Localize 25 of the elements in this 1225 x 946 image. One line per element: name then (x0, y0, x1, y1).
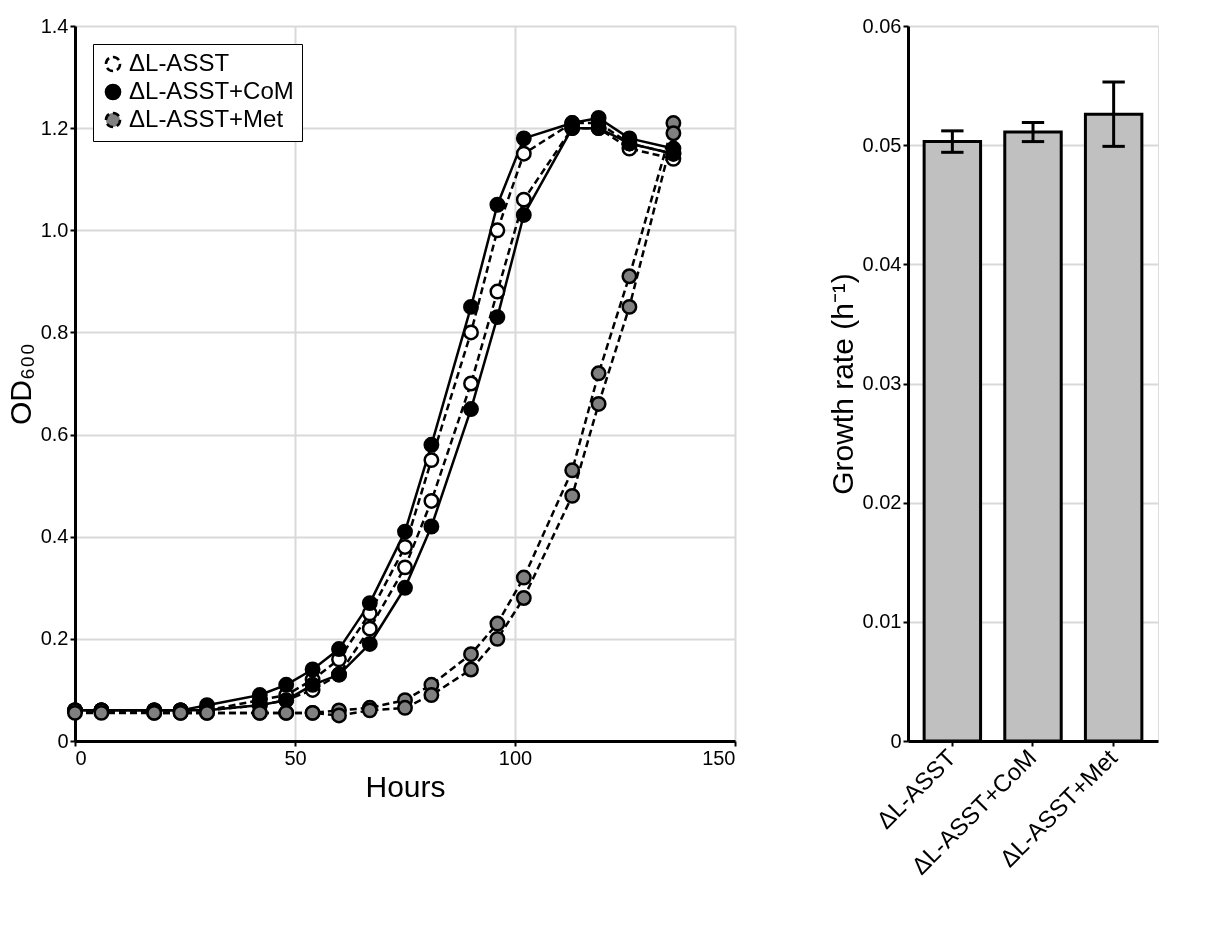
y-tick-label: 0.8 (40, 320, 69, 343)
y-tick-label: 1.2 (40, 116, 69, 139)
y-tick-label: 1.0 (40, 218, 69, 241)
y-axis-title: Growth rate (h⁻¹) (825, 273, 859, 495)
y-tick-label: 0 (890, 729, 902, 752)
legend-label: ΔL-ASST (129, 49, 230, 76)
y-tick-label: 0.02 (862, 491, 902, 514)
y-tick-label: 0.03 (862, 372, 902, 394)
legend-label: ΔL-ASST+Met (129, 105, 284, 132)
y-tick-label: 0.2 (40, 627, 69, 650)
y-tick-label: 0.06 (862, 14, 902, 37)
x-tick-label: 50 (284, 746, 307, 769)
y-tick-label: 1.4 (40, 14, 69, 37)
legend-label: ΔL-ASST+CoM (129, 77, 294, 104)
y-tick-label: 0.4 (40, 525, 69, 548)
y-tick-label: 0 (57, 729, 69, 752)
y-axis-title: OD₆₀₀ (3, 342, 37, 426)
y-tick-label: 0.6 (40, 423, 69, 446)
x-axis-title: Hours (365, 769, 446, 803)
x-tick-label: 100 (498, 746, 533, 769)
y-tick-label: 0.05 (862, 133, 902, 156)
y-tick-label: 0.01 (862, 610, 902, 633)
y-tick-label: 0.04 (862, 252, 902, 275)
x-tick-label: 150 (702, 746, 736, 769)
x-tick-label: 0 (75, 746, 87, 769)
